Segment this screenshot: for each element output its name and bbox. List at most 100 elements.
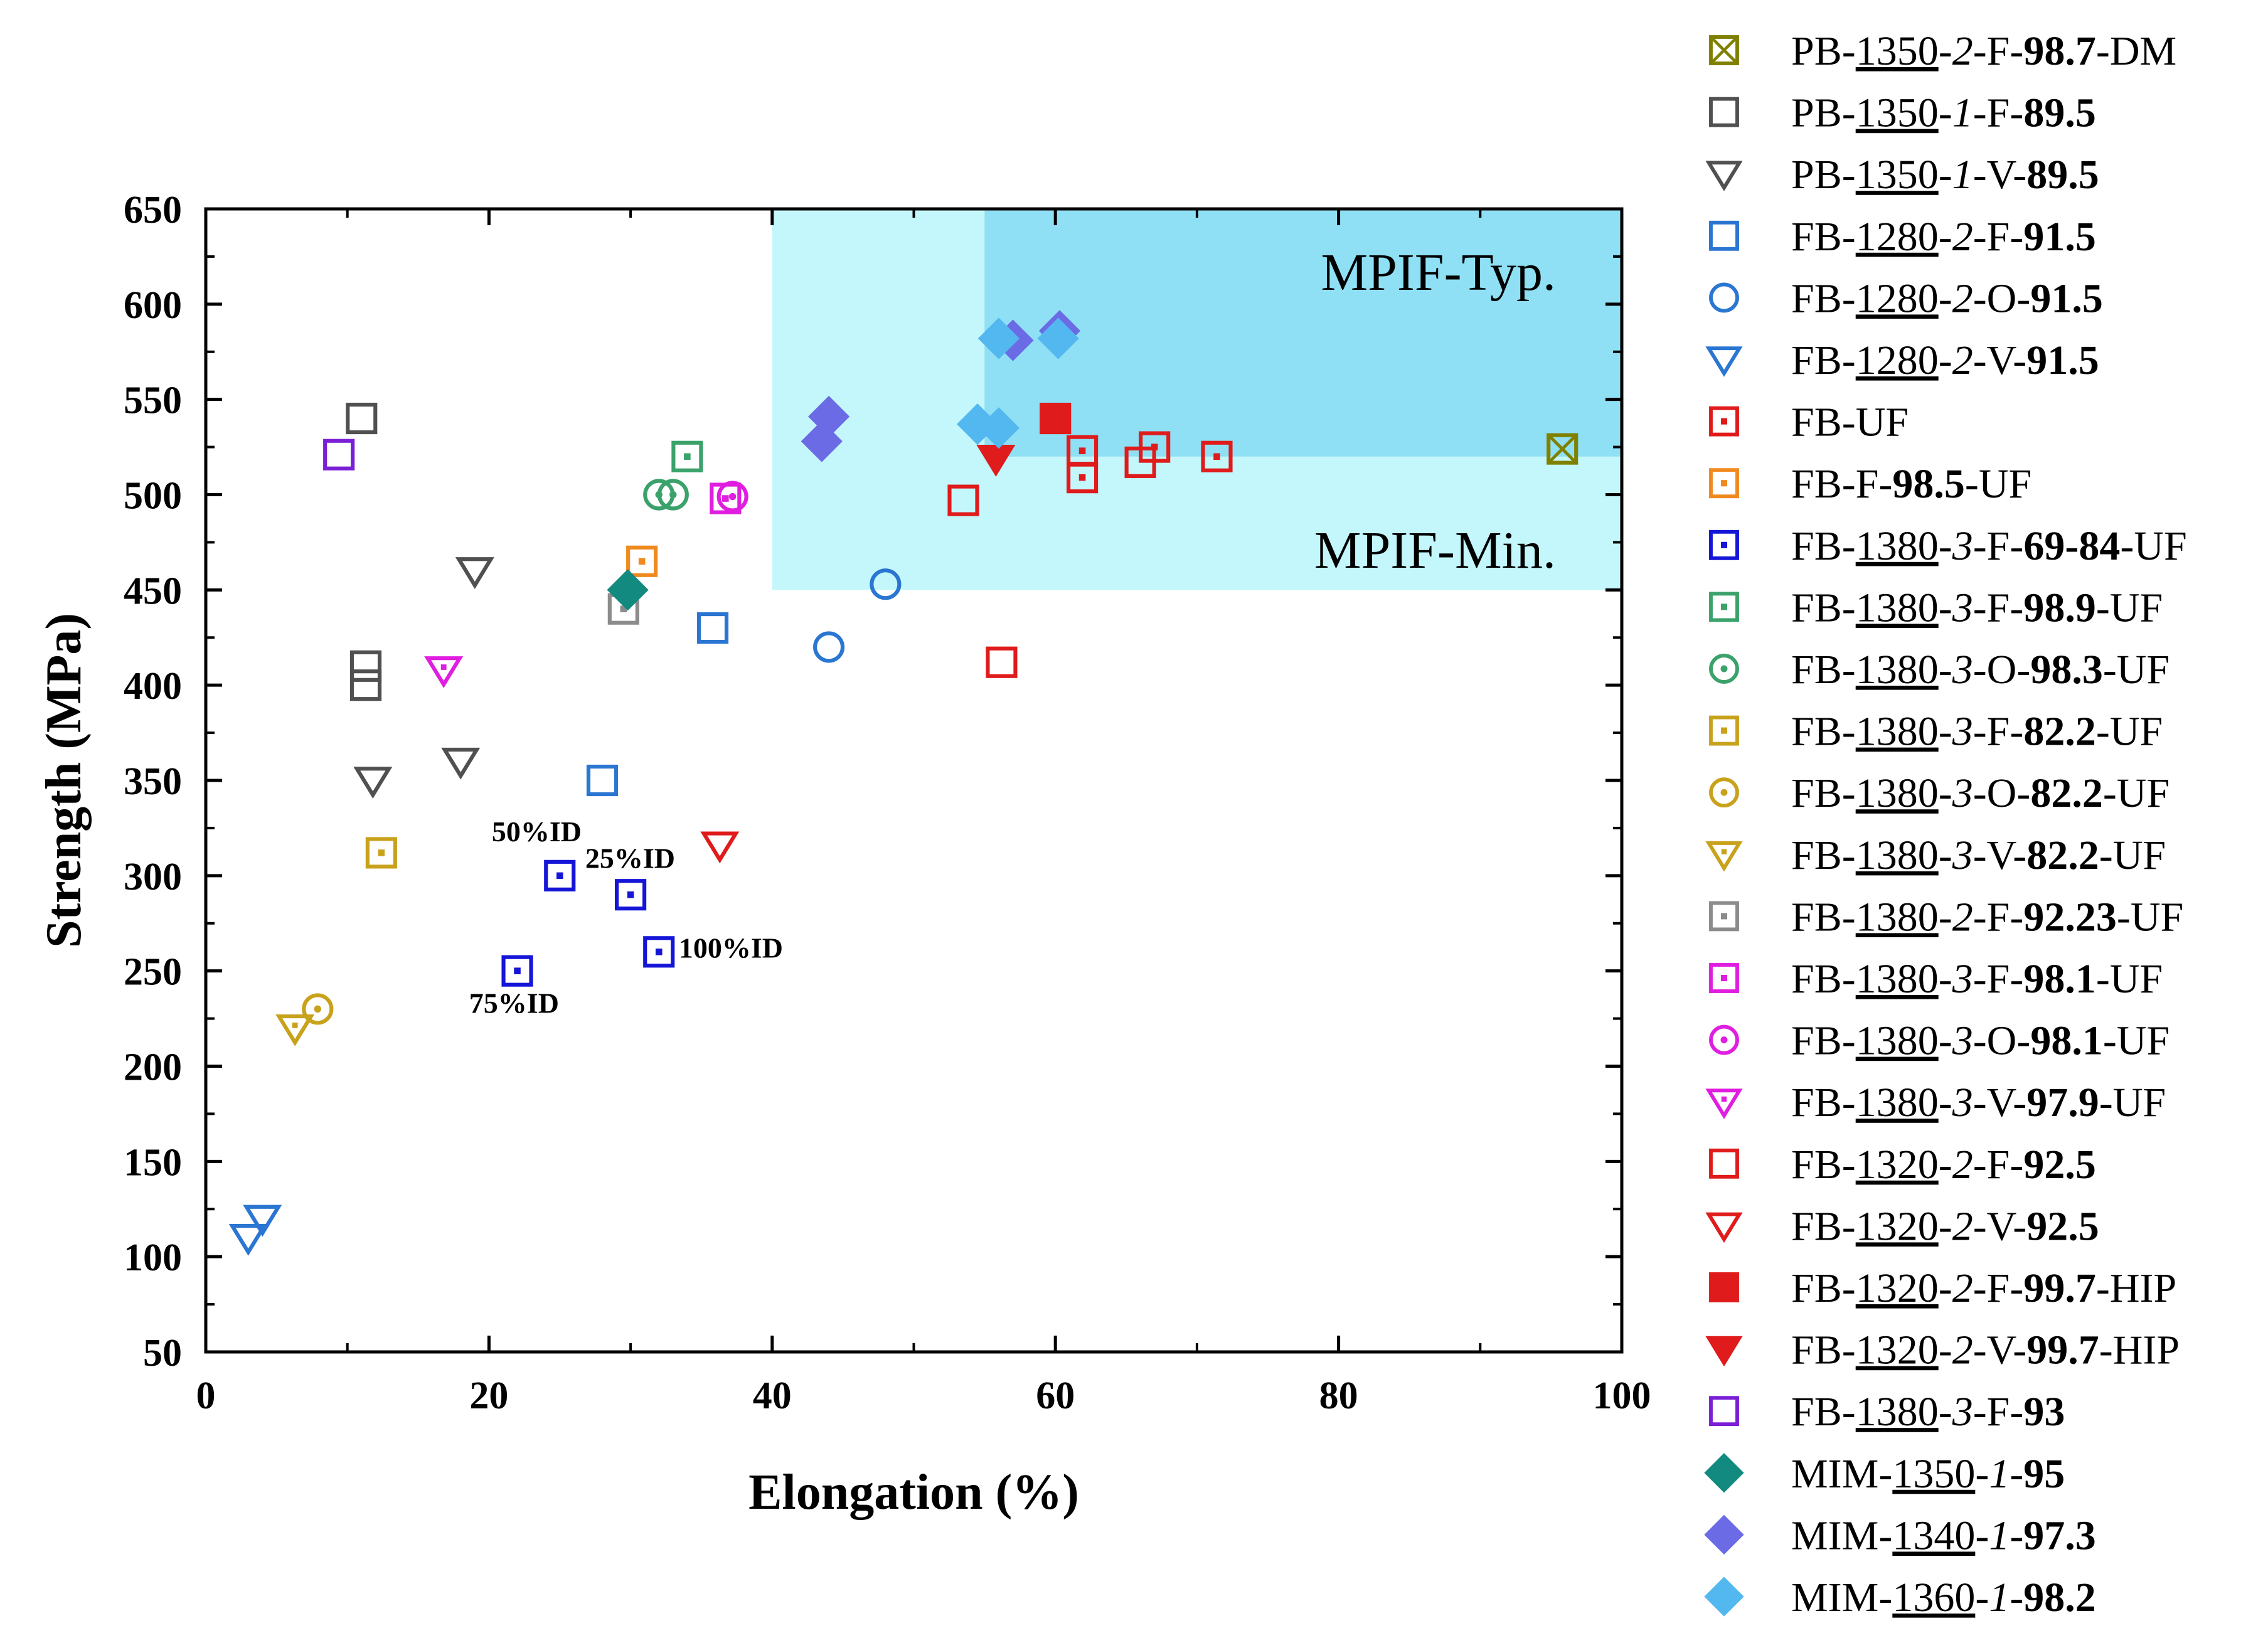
legend-marker bbox=[1705, 1212, 1743, 1243]
legend-marker bbox=[1704, 1514, 1744, 1555]
legend-marker bbox=[1705, 841, 1743, 872]
legend-marker bbox=[1705, 346, 1743, 377]
legend-item: FB-F-98.5-UF bbox=[1709, 461, 2031, 507]
data-point bbox=[700, 831, 740, 864]
legend-item: PB-1350-1-F-89.5 bbox=[1709, 90, 2096, 136]
legend-item: MIM-1360-1-98.2 bbox=[1704, 1575, 2096, 1620]
x-tick-label: 0 bbox=[196, 1375, 216, 1417]
x-tick-label: 100 bbox=[1593, 1375, 1651, 1417]
legend-item: FB-1380-3-V-82.2-UF bbox=[1705, 832, 2166, 878]
data-point bbox=[1037, 317, 1079, 359]
data-point bbox=[349, 650, 382, 682]
legend-item: FB-1320-2-V-92.5 bbox=[1705, 1203, 2099, 1249]
x-tick-label: 60 bbox=[1036, 1375, 1075, 1417]
legend-item: PB-1350-1-V-89.5 bbox=[1705, 152, 2099, 198]
legend-marker bbox=[1709, 220, 1739, 251]
y-tick-label: 600 bbox=[124, 284, 182, 327]
y-tick-label: 550 bbox=[124, 380, 182, 422]
legend-label: FB-1380-3-O-98.1-UF bbox=[1791, 1018, 2170, 1064]
y-tick-label: 300 bbox=[124, 856, 182, 898]
legend-marker bbox=[1709, 1396, 1739, 1427]
legend-label: FB-F-98.5-UF bbox=[1791, 461, 2031, 507]
legend-item: FB-1380-3-O-98.3-UF bbox=[1709, 647, 2170, 693]
series-FB-1320-2-F-92.5 bbox=[947, 446, 1156, 678]
x-tick-label: 40 bbox=[753, 1375, 792, 1417]
legend-item: MIM-1350-1-95 bbox=[1704, 1451, 2065, 1497]
legend-label: FB-1380-2-F-92.23-UF bbox=[1791, 894, 2183, 940]
legend-item: FB-1280-2-O-91.5 bbox=[1709, 275, 2103, 321]
data-point bbox=[1547, 433, 1579, 465]
x-tick-label: 80 bbox=[1319, 1375, 1358, 1417]
data-point bbox=[986, 646, 1018, 678]
legend: PB-1350-2-F-98.7-DM PB-1350-1-F-89.5 PB-13… bbox=[1704, 28, 2187, 1620]
legend-label: MIM-1340-1-97.3 bbox=[1791, 1513, 2096, 1558]
legend-label: MIM-1350-1-95 bbox=[1791, 1451, 2065, 1497]
data-point bbox=[1201, 440, 1233, 472]
legend-item: FB-1280-2-V-91.5 bbox=[1705, 338, 2099, 383]
annotation-label: 50%ID bbox=[492, 816, 582, 848]
region-mpif-typ- bbox=[984, 209, 1622, 457]
legend-item: FB-1320-2-F-99.7-HIP bbox=[1709, 1265, 2176, 1311]
legend-item: FB-1320-2-F-92.5 bbox=[1709, 1142, 2096, 1188]
legend-marker bbox=[1709, 468, 1739, 499]
legend-label: FB-1280-2-O-91.5 bbox=[1791, 275, 2103, 321]
data-point bbox=[424, 656, 464, 688]
y-tick-label: 350 bbox=[124, 760, 182, 803]
region-label: MPIF-Typ. bbox=[1321, 243, 1556, 302]
data-point bbox=[657, 479, 689, 511]
data-point bbox=[626, 545, 658, 577]
data-point bbox=[323, 439, 355, 471]
data-point bbox=[441, 747, 481, 780]
legend-item: FB-1280-2-F-91.5 bbox=[1709, 214, 2096, 260]
data-point bbox=[870, 568, 902, 600]
series-PB-1350-1-V-89.5 bbox=[353, 557, 494, 799]
axes: 0 20 40 60 80 100 50 100 150 200 250 300 350 400 450 50… bbox=[36, 189, 1651, 1520]
legend-item: FB-1380-3-O-98.1-UF bbox=[1709, 1018, 2170, 1064]
series-FB-1280-2-V-91.5 bbox=[228, 1205, 282, 1256]
legend-label: FB-1320-2-V-92.5 bbox=[1791, 1203, 2099, 1249]
data-point bbox=[228, 1224, 268, 1256]
legend-marker bbox=[1709, 406, 1739, 437]
data-point bbox=[1067, 462, 1099, 494]
y-tick-label: 200 bbox=[124, 1046, 182, 1089]
legend-label: FB-UF bbox=[1791, 400, 1909, 445]
data-point bbox=[671, 440, 703, 472]
series-FB-1280-2-O-91.5 bbox=[812, 568, 902, 663]
legend-marker bbox=[1709, 1024, 1739, 1055]
data-point bbox=[243, 1205, 282, 1237]
data-point bbox=[977, 407, 1020, 449]
data-point bbox=[544, 859, 576, 891]
legend-item: FB-1380-3-F-69-84-UF bbox=[1709, 523, 2187, 569]
legend-item: FB-1380-3-F-98.9-UF bbox=[1709, 585, 2163, 630]
data-point bbox=[353, 767, 393, 799]
series-FB-F-98.5-UF bbox=[626, 545, 658, 577]
legend-label: FB-1380-3-V-82.2-UF bbox=[1791, 832, 2166, 878]
data-point bbox=[812, 631, 845, 663]
legend-label: FB-1380-3-F-69-84-UF bbox=[1791, 523, 2187, 569]
legend-label: FB-1380-3-O-98.3-UF bbox=[1791, 647, 2170, 693]
y-tick-label: 150 bbox=[124, 1141, 182, 1184]
y-tick-label: 100 bbox=[124, 1236, 182, 1279]
data-point bbox=[455, 557, 494, 589]
data-point bbox=[607, 569, 649, 611]
legend-label: PB-1350-1-V-89.5 bbox=[1791, 152, 2099, 198]
series-PB-1350-1-F-89.5 bbox=[346, 402, 382, 701]
legend-marker bbox=[1709, 97, 1739, 127]
y-tick-label: 50 bbox=[143, 1332, 182, 1375]
series-FB-1380-3-F-82.2-UF bbox=[365, 837, 397, 869]
data-point bbox=[275, 1014, 315, 1046]
legend-item: FB-1380-2-F-92.23-UF bbox=[1709, 894, 2183, 940]
annotation-label: 25%ID bbox=[585, 843, 675, 875]
data-points bbox=[228, 310, 1579, 1256]
legend-marker bbox=[1704, 1577, 1744, 1617]
legend-marker bbox=[1705, 1336, 1743, 1367]
legend-item: PB-1350-2-F-98.7-DM bbox=[1709, 28, 2176, 74]
series-FB-1380-3-V-97.9-UF bbox=[424, 656, 464, 688]
x-tick-label: 20 bbox=[469, 1375, 508, 1417]
legend-marker bbox=[1709, 654, 1739, 684]
y-tick-label: 250 bbox=[124, 951, 182, 994]
legend-marker bbox=[1709, 282, 1739, 313]
data-point bbox=[615, 879, 647, 911]
legend-item: FB-1380-3-F-82.2-UF bbox=[1709, 709, 2163, 755]
